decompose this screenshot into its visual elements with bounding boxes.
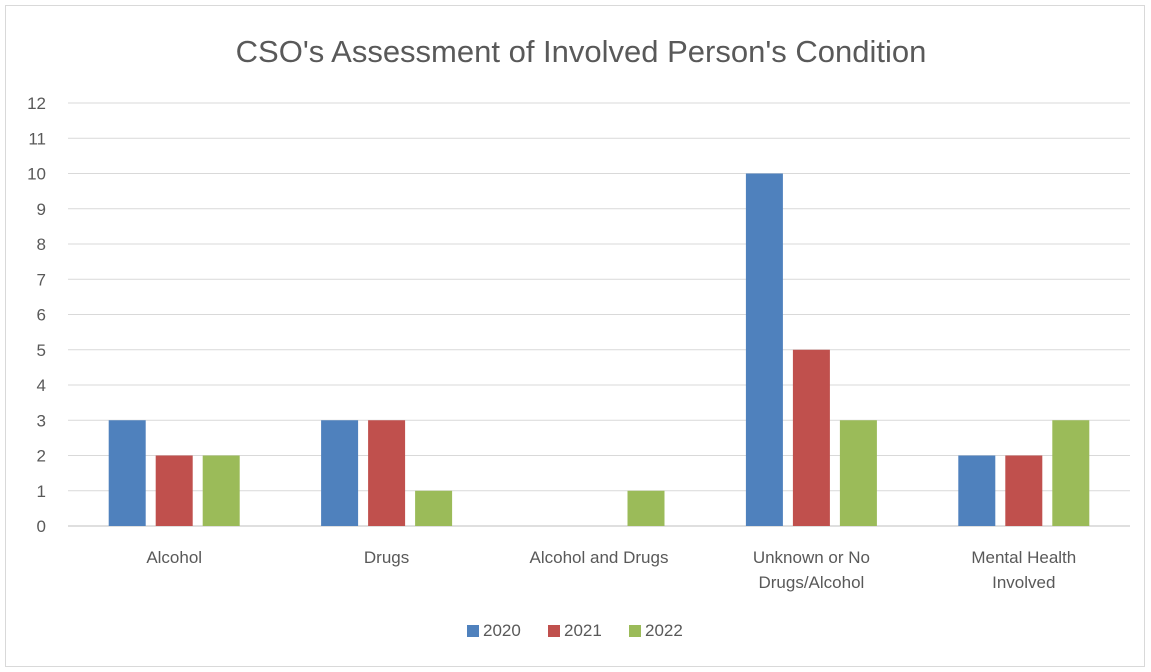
y-tick-label: 4 [37, 376, 46, 395]
bar-2022-3 [839, 420, 877, 526]
y-tick-label: 6 [37, 306, 46, 325]
chart-title: CSO's Assessment of Involved Person's Co… [236, 34, 927, 69]
legend-label: 2020 [483, 621, 521, 640]
y-tick-label: 12 [27, 94, 46, 113]
bar-2020-0 [108, 420, 146, 526]
bar-2020-3 [745, 173, 783, 526]
y-tick-label: 3 [37, 411, 46, 430]
legend: 2020 2021 2022 [467, 621, 683, 640]
bar-2020-4 [958, 455, 996, 526]
y-tick-label: 2 [37, 447, 46, 466]
legend-swatch-2020 [467, 625, 479, 637]
legend-swatch-2021 [548, 625, 560, 637]
x-category-label: Unknown or No [753, 548, 870, 567]
y-tick-label: 10 [27, 165, 46, 184]
bars [108, 173, 1090, 526]
x-category-label: Drugs/Alcohol [758, 573, 864, 592]
legend-swatch-2022 [629, 625, 641, 637]
x-axis-categories: Alcohol Drugs Alcohol and Drugs Unknown or … [146, 548, 1076, 592]
y-tick-label: 8 [37, 235, 46, 254]
legend-label: 2021 [564, 621, 602, 640]
y-tick-label: 11 [28, 129, 46, 148]
y-tick-label: 7 [37, 270, 46, 289]
bar-2022-2 [627, 490, 665, 526]
bar-2022-4 [1052, 420, 1090, 526]
bar-2021-0 [155, 455, 193, 526]
y-tick-label: 9 [37, 200, 46, 219]
y-tick-label: 1 [37, 482, 46, 501]
bar-2021-3 [792, 349, 830, 526]
chart-frame [5, 5, 1145, 667]
legend-label: 2022 [645, 621, 683, 640]
bar-2021-4 [1005, 455, 1043, 526]
bar-2021-1 [368, 420, 406, 526]
bar-2020-1 [321, 420, 359, 526]
x-category-label: Alcohol [146, 548, 202, 567]
y-tick-label: 0 [37, 517, 46, 536]
x-category-label: Involved [992, 573, 1055, 592]
bar-2022-0 [202, 455, 240, 526]
bar-2022-1 [415, 490, 453, 526]
x-category-label: Alcohol and Drugs [530, 548, 669, 567]
x-category-label: Drugs [364, 548, 409, 567]
x-category-label: Mental Health [971, 548, 1076, 567]
y-tick-label: 5 [37, 341, 46, 360]
gridlines [68, 102, 1130, 527]
